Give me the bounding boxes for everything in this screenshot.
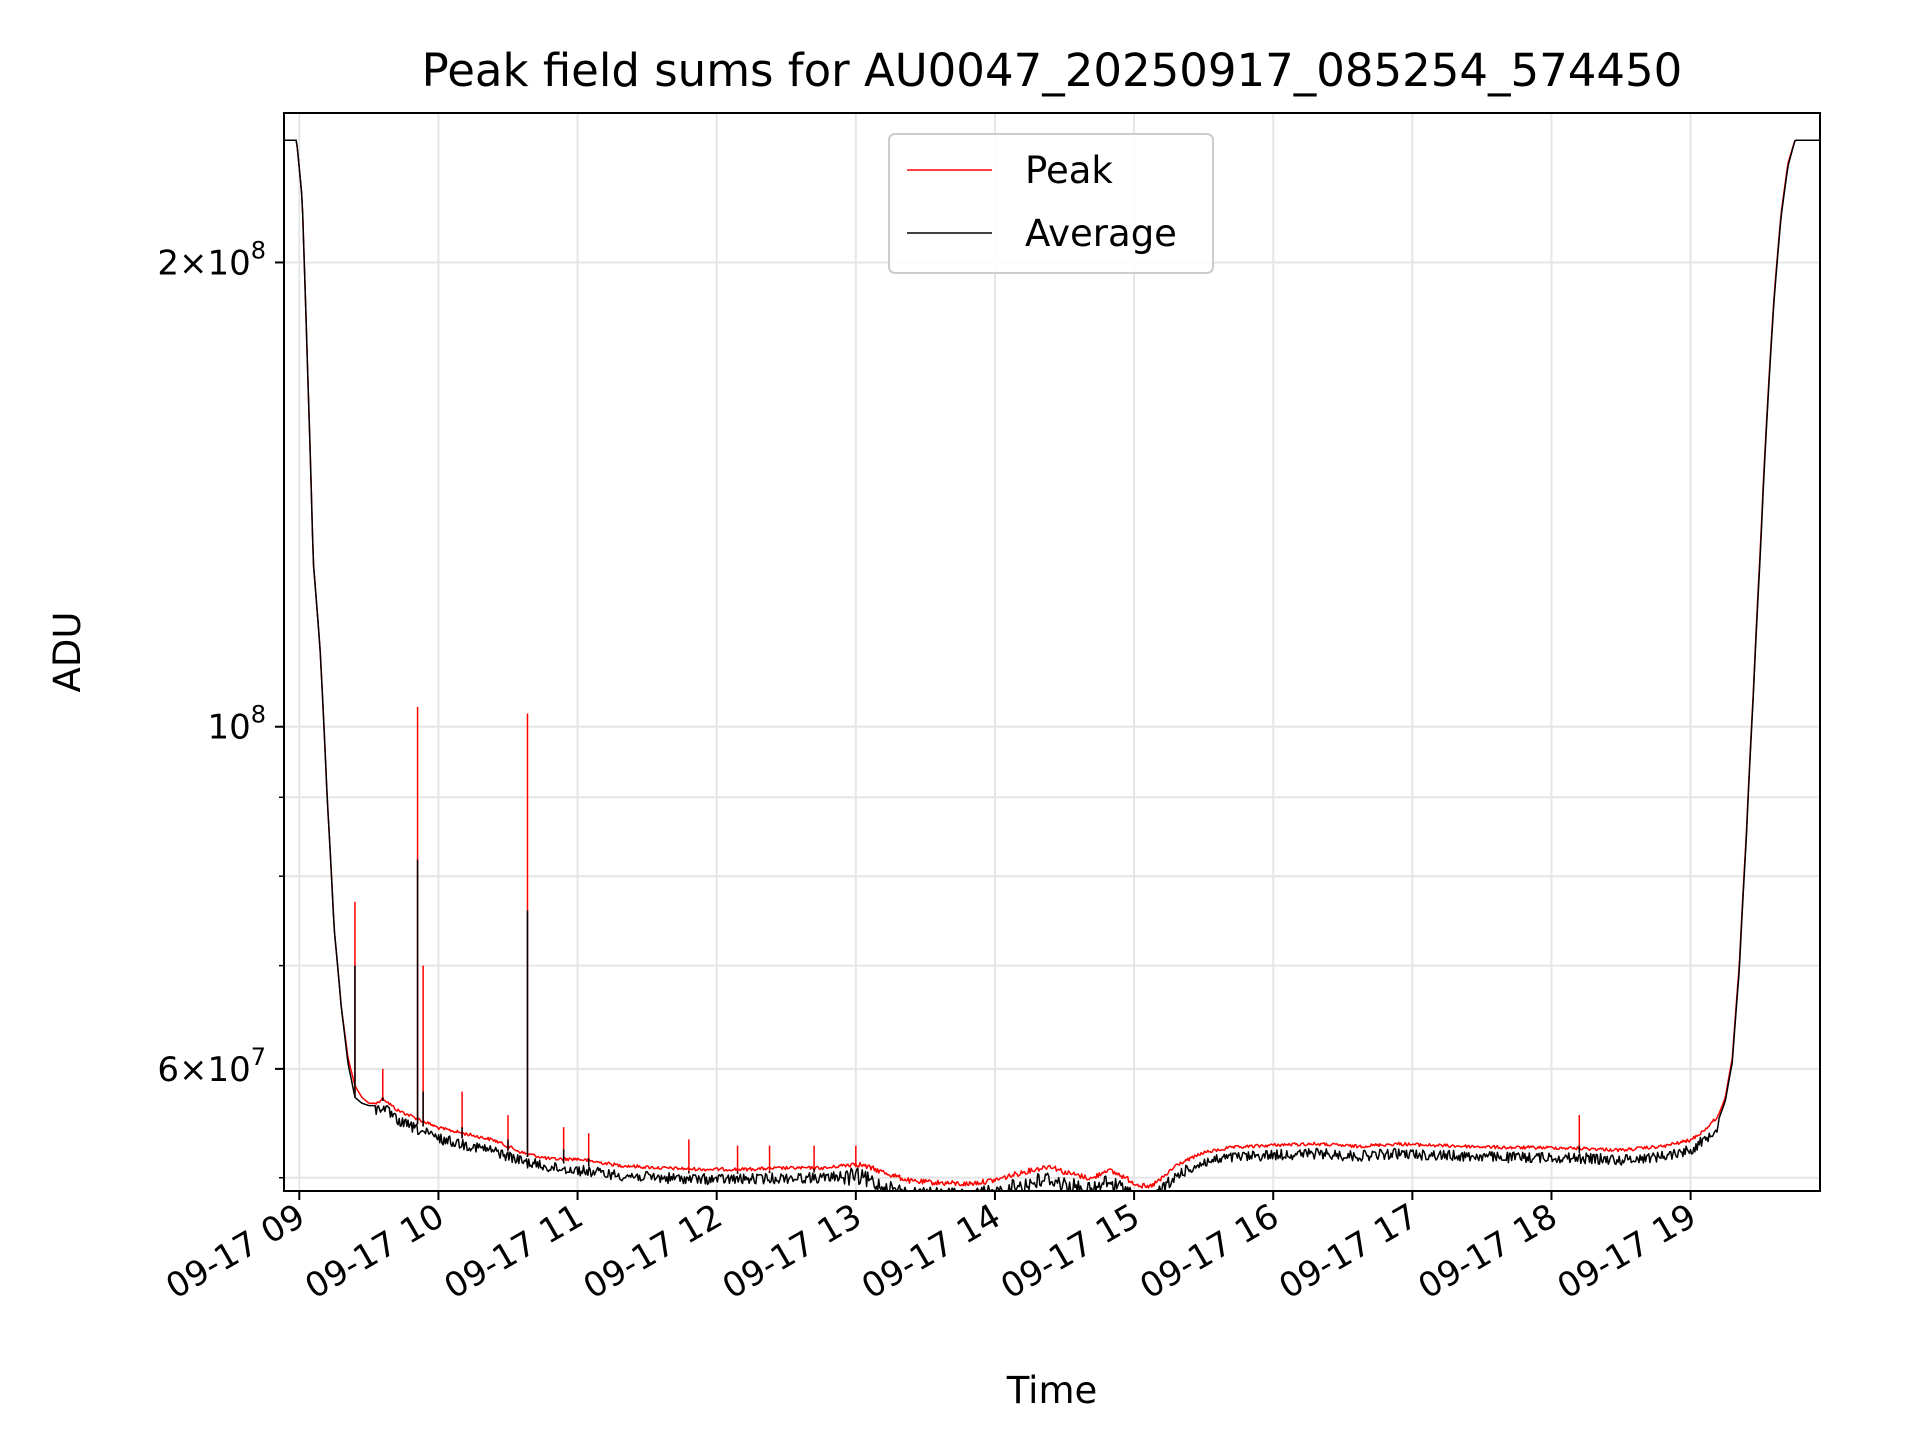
plot-frame — [283, 112, 1821, 1192]
legend-label-average: Average — [1025, 212, 1177, 255]
y-tick-label: 6×107 — [157, 1043, 266, 1090]
grid — [284, 113, 1820, 1191]
legend-box — [888, 133, 1214, 274]
legend: Peak Average — [888, 133, 1214, 274]
y-tick-label: 2×108 — [157, 236, 266, 283]
average-series-line — [284, 139, 1820, 1192]
series-layer — [284, 139, 1820, 1192]
chart-title: Peak field sums for AU0047_20250917_0852… — [422, 44, 1683, 97]
y-axis-label: ADU — [46, 612, 89, 693]
legend-label-peak: Peak — [1025, 149, 1113, 192]
peak-series-line — [284, 139, 1820, 1189]
x-axis-label: Time — [1006, 1369, 1098, 1412]
